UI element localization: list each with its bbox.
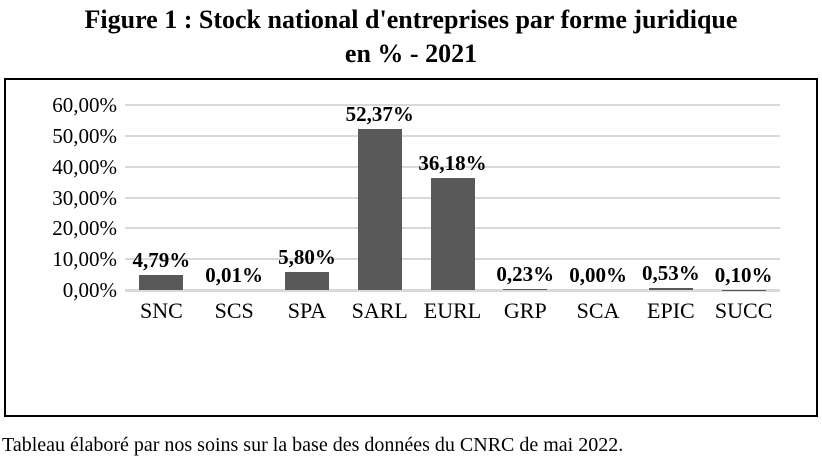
x-axis-label-epic: EPIC <box>647 298 695 323</box>
x-axis-label-sca: SCA <box>576 298 620 323</box>
gridline <box>125 104 780 106</box>
bar-grp <box>503 289 548 290</box>
x-axis-label-grp: GRP <box>503 298 547 323</box>
bar-value-label-snc: 4,79% <box>132 248 191 273</box>
bar-value-label-sca: 0,00% <box>569 263 627 287</box>
category-slot-epic: 0,53% EPIC <box>634 80 707 415</box>
plot-area: 4,79% SNC 0,01% SCS 5,80% SPA 52,37% SARL 36,18%… <box>125 80 780 415</box>
bar-sarl <box>357 128 402 290</box>
x-axis-label-spa: SPA <box>287 298 327 323</box>
y-tick-label: 30,00% <box>52 185 117 210</box>
y-tick-label: 40,00% <box>52 154 117 179</box>
y-tick-label: 0,00% <box>62 278 117 302</box>
gridline <box>125 165 780 168</box>
x-axis-label-snc: SNC <box>139 298 183 323</box>
category-slot-spa: 5,80% SPA <box>271 80 344 415</box>
x-axis-line <box>125 289 780 292</box>
source-caption: Tableau élaboré par nos soins sur la bas… <box>2 434 624 456</box>
bar-value-label-spa: 5,80% <box>278 245 336 270</box>
figure-title: Figure 1 : Stock national d'entreprises … <box>84 5 738 68</box>
bar-value-label-sarl: 52,37% <box>345 101 414 126</box>
chart-frame: 0,00% 10,00% 20,00% 30,00% 40,00% 50,00% 60,00… <box>4 78 818 417</box>
bar-value-label-grp: 0,23% <box>496 262 555 287</box>
category-slot-sca: 0,00% SCA <box>562 80 635 415</box>
y-tick-label: 20,00% <box>52 216 117 241</box>
bar-epic <box>648 288 693 290</box>
y-tick-label: 50,00% <box>52 123 117 148</box>
bar-value-label-succ: 0,10% <box>714 262 773 287</box>
x-axis-label-eurl: EURL <box>423 298 482 323</box>
category-slot-sarl: 52,37% SARL <box>343 80 416 415</box>
x-axis-label-sarl: SARL <box>351 298 408 323</box>
category-slot-eurl: 36,18% EURL <box>416 80 489 415</box>
x-axis-label-scs: SCS <box>214 298 254 323</box>
bar-snc <box>139 275 184 290</box>
gridline <box>125 134 780 137</box>
y-tick-label: 10,00% <box>52 247 117 272</box>
bar-value-label-scs: 0,01% <box>205 262 264 287</box>
bar-value-label-eurl: 36,18% <box>418 151 487 176</box>
category-slot-grp: 0,23% GRP <box>489 80 562 415</box>
bar-spa <box>284 272 329 290</box>
category-slot-succ: 0,10% SUCC <box>707 80 780 415</box>
category-slot-scs: 0,01% SCS <box>198 80 271 415</box>
y-tick-label: 60,00% <box>52 93 117 117</box>
x-axis-label-succ: SUCC <box>714 298 773 323</box>
category-slot-snc: 4,79% SNC <box>125 80 198 415</box>
bar-eurl <box>430 178 475 290</box>
bar-value-label-epic: 0,53% <box>641 261 700 286</box>
